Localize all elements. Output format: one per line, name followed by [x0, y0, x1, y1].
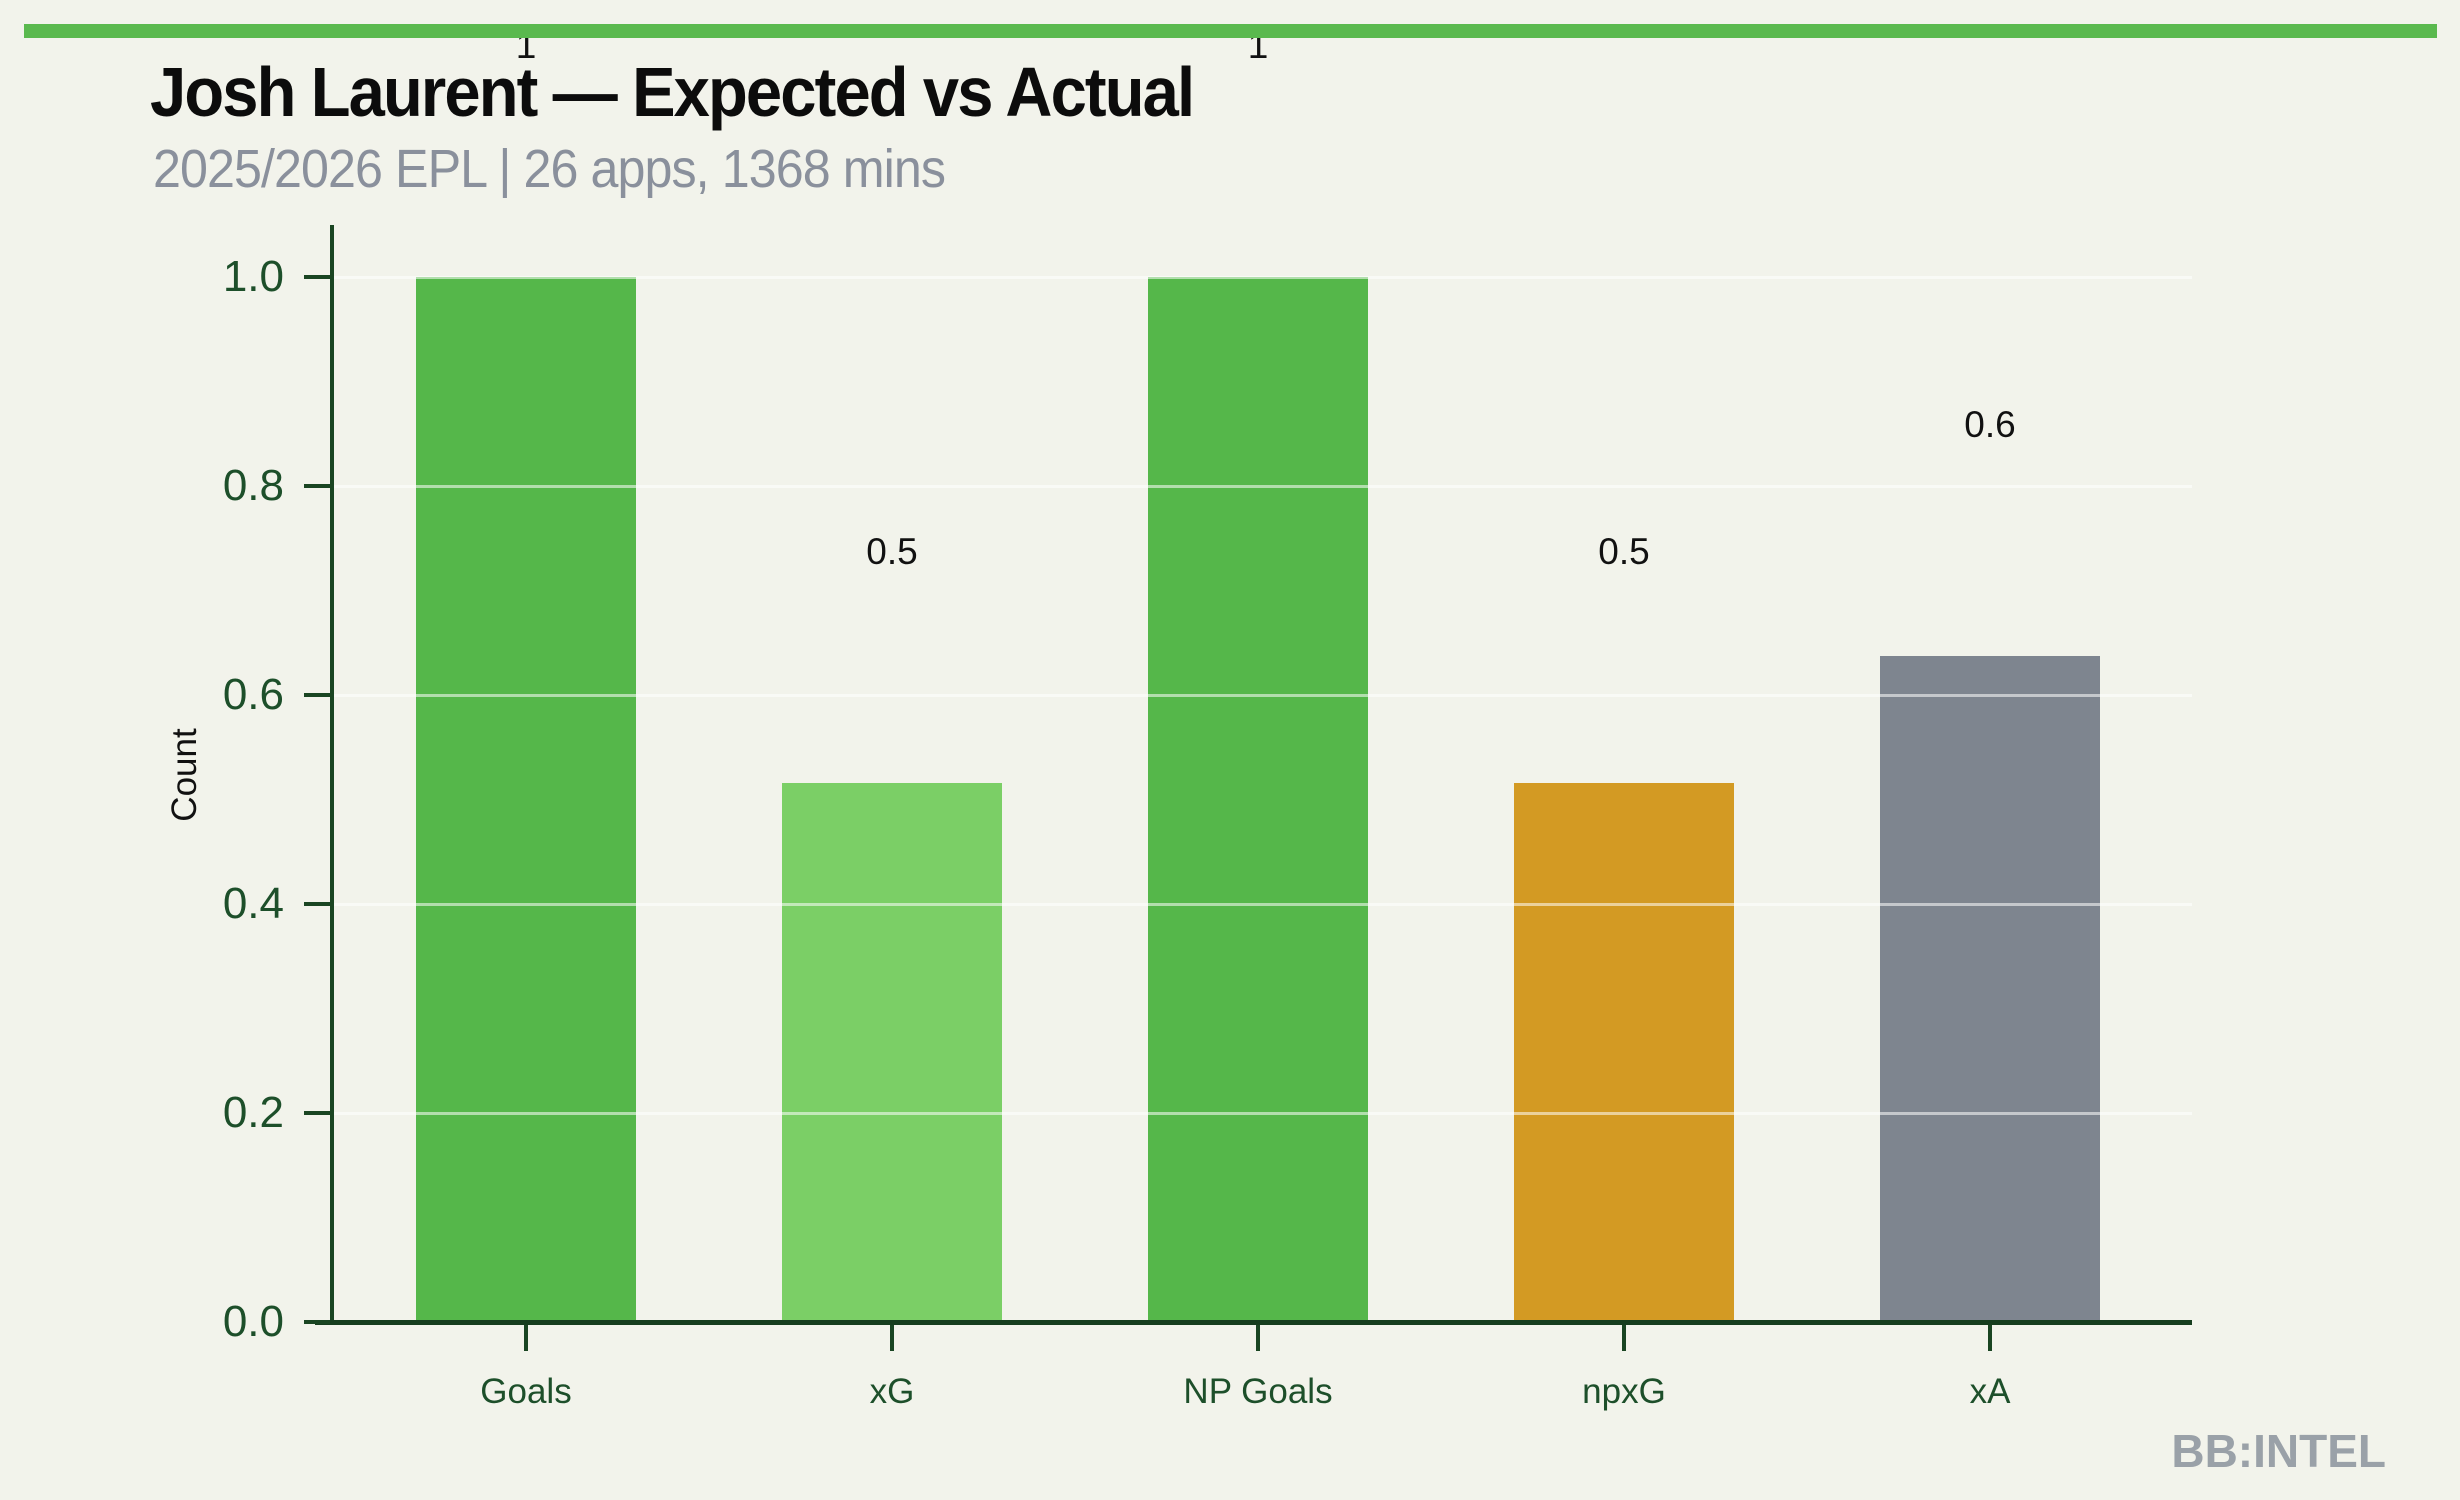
x-tick-label-goals: Goals [480, 1372, 572, 1411]
gridline [334, 1112, 2192, 1115]
x-tick [524, 1325, 528, 1351]
header-accent-bar [24, 24, 2437, 38]
x-tick [1256, 1325, 1260, 1351]
y-tick-label: 0.0 [222, 1297, 284, 1346]
y-tick-label: 0.4 [222, 879, 284, 928]
x-tick-label-xg: xG [869, 1372, 915, 1411]
gridline [334, 485, 2192, 488]
bar-value-label: 0.5 [1598, 530, 1650, 572]
bar-xg [782, 782, 1002, 1320]
bar-np-goals [1148, 277, 1368, 1320]
bar-goals [416, 277, 636, 1320]
bar-value-label: 0.5 [866, 530, 918, 572]
y-axis-line [330, 225, 334, 1325]
y-tick [304, 693, 330, 697]
x-axis-line [315, 1320, 2192, 1325]
gridline [334, 694, 2192, 697]
y-tick-label: 0.2 [222, 1088, 284, 1137]
y-tick [304, 275, 330, 279]
x-tick [1988, 1325, 1992, 1351]
x-tick-label-xa: xA [1969, 1372, 2011, 1411]
y-tick-label: 1.0 [222, 252, 284, 301]
x-tick [890, 1325, 894, 1351]
watermark: BB:INTEL [2171, 1425, 2386, 1477]
y-tick [304, 484, 330, 488]
x-tick-label-npxg: npxG [1582, 1372, 1666, 1411]
x-tick-label-np-goals: NP Goals [1183, 1372, 1333, 1411]
bar-value-label: 0.6 [1964, 404, 2016, 446]
gridline [334, 903, 2192, 906]
y-tick [304, 902, 330, 906]
page-subtitle: 2025/2026 EPL | 26 apps, 1368 mins [153, 139, 946, 199]
bar-xa [1880, 656, 2100, 1320]
y-tick [304, 1111, 330, 1115]
y-tick-label: 0.8 [222, 461, 284, 510]
x-tick [1622, 1325, 1626, 1351]
bar-npxg [1514, 782, 1734, 1320]
gridline [334, 276, 2192, 279]
y-tick [304, 1320, 330, 1324]
y-axis-title: Count [165, 728, 204, 822]
y-tick-label: 0.6 [222, 670, 284, 719]
page-title: Josh Laurent — Expected vs Actual [150, 53, 1195, 131]
